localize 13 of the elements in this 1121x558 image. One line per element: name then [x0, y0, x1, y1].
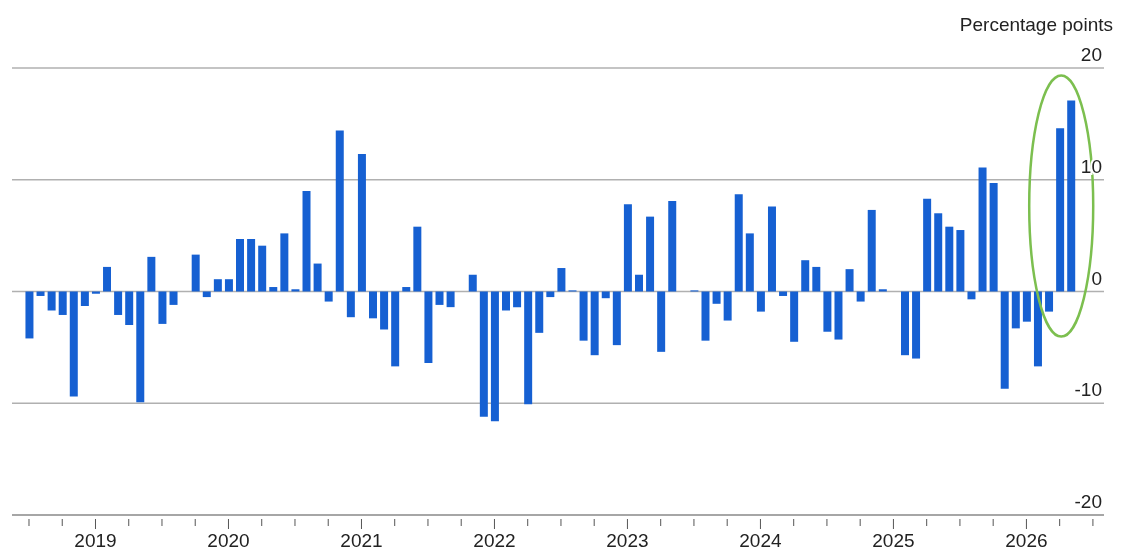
x-tick-label: 2023 [606, 530, 649, 551]
y-tick-label: 0 [1091, 267, 1102, 289]
x-tick-label: 2026 [1005, 530, 1048, 551]
x-tick-label: 2025 [872, 530, 915, 551]
y-tick-label: 20 [1080, 44, 1102, 65]
y-tick-label: -20 [1074, 491, 1102, 512]
y-tick-label: -10 [1074, 379, 1102, 401]
y-axis-title: Percentage points [959, 14, 1113, 36]
x-tick-label: 2024 [739, 530, 782, 551]
x-tick-label: 2022 [473, 530, 516, 551]
x-tick-label: 2019 [74, 530, 117, 551]
x-tick-label: 2021 [340, 530, 383, 551]
x-tick-label: 2020 [207, 530, 250, 551]
